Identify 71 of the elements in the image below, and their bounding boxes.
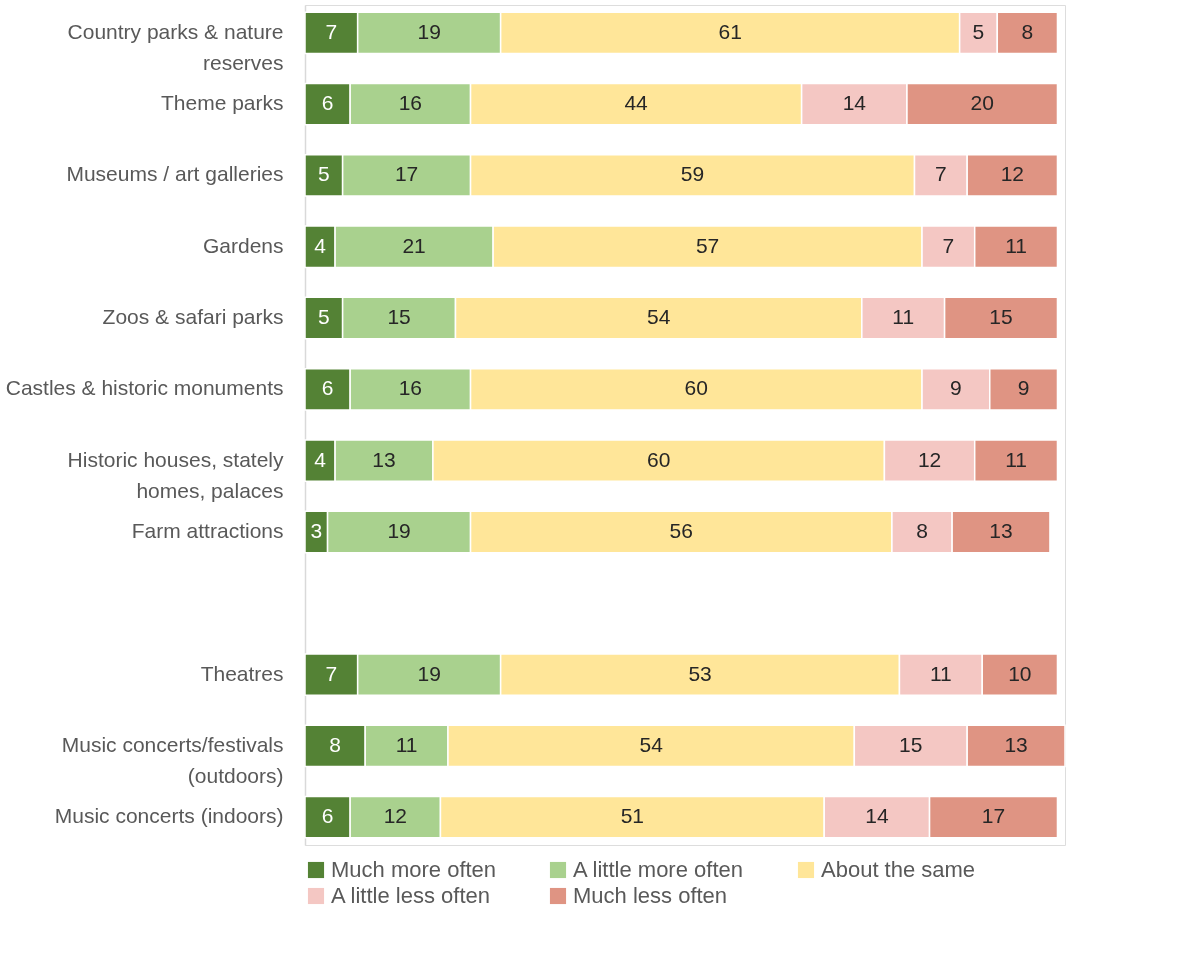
data-label: 61 — [718, 19, 742, 43]
y-tick-label: Country parks & nature reserves — [67, 19, 284, 74]
data-label: 17 — [981, 804, 1006, 828]
y-tick-label: Theme parks — [160, 91, 284, 115]
y-tick-label: Music concerts/festivals (outdoors) — [61, 732, 284, 787]
legend-label: Much more often — [331, 857, 497, 882]
data-label: 8 — [916, 518, 928, 542]
data-label: 54 — [639, 732, 664, 756]
data-label: 17 — [394, 162, 419, 186]
data-label: 11 — [1005, 233, 1027, 257]
data-label: 15 — [387, 305, 411, 329]
y-tick-label: Theatres — [200, 661, 284, 685]
data-label: 10 — [1008, 661, 1032, 685]
data-label: 4 — [314, 447, 327, 471]
data-label: 59 — [680, 162, 705, 186]
data-label: 9 — [1017, 376, 1030, 400]
data-label: 9 — [950, 376, 962, 400]
data-label: 57 — [695, 233, 720, 257]
data-label: 54 — [646, 305, 671, 329]
data-label: 8 — [329, 732, 341, 756]
legend-label: About the same — [821, 857, 976, 882]
data-label: 5 — [317, 305, 330, 329]
data-label: 6 — [321, 91, 334, 115]
data-label: 60 — [646, 447, 671, 471]
y-tick-label: Castles & historic monuments — [5, 376, 284, 400]
data-label: 7 — [935, 162, 947, 186]
data-label: 21 — [402, 233, 426, 257]
legend-label: Much less often — [573, 883, 728, 908]
data-label: 7 — [325, 661, 338, 685]
y-tick-label: Zoos & safari parks — [102, 305, 284, 329]
data-label: 15 — [989, 305, 1013, 329]
data-label: 3 — [310, 518, 323, 542]
data-label: 11 — [395, 732, 418, 756]
data-label: 13 — [1004, 732, 1028, 756]
data-label: 12 — [1000, 162, 1025, 186]
data-label: 13 — [372, 447, 396, 471]
data-label: 11 — [892, 305, 915, 329]
data-label: 8 — [1021, 19, 1034, 43]
data-label: 51 — [620, 804, 645, 828]
data-label: 5 — [317, 162, 330, 186]
data-label: 20 — [970, 91, 994, 115]
y-tick-label: Music concerts (indoors) — [54, 804, 284, 828]
data-label: 14 — [842, 91, 867, 115]
data-label: 6 — [321, 804, 334, 828]
data-label: 16 — [398, 91, 423, 115]
data-label: 5 — [972, 19, 985, 43]
data-label: 7 — [325, 19, 338, 43]
data-label: 11 — [1005, 447, 1027, 471]
y-tick-label: Historic houses, stately homes, palaces — [67, 447, 284, 502]
data-label: 7 — [942, 233, 955, 257]
legend-label: A little more often — [573, 857, 743, 882]
data-label: 14 — [865, 804, 889, 828]
data-label: 19 — [417, 661, 441, 685]
data-label: 12 — [917, 447, 942, 471]
data-label: 15 — [899, 732, 923, 756]
y-tick-label: Museums / art galleries — [66, 162, 284, 186]
data-label: 44 — [624, 91, 649, 115]
data-label: 19 — [387, 518, 411, 542]
data-label: 11 — [929, 661, 952, 685]
y-tick-label: Farm attractions — [131, 518, 284, 542]
data-label: 6 — [321, 376, 334, 400]
data-label: 60 — [684, 376, 708, 400]
legend-label: A little less often — [331, 883, 490, 908]
data-label: 56 — [669, 518, 693, 542]
data-label: 16 — [398, 376, 423, 400]
data-label: 4 — [314, 233, 327, 257]
data-label: 12 — [383, 804, 407, 828]
y-tick-label: Gardens — [202, 233, 284, 257]
data-label: 19 — [417, 19, 441, 43]
data-label: 13 — [989, 518, 1013, 542]
data-label: 53 — [688, 661, 712, 685]
